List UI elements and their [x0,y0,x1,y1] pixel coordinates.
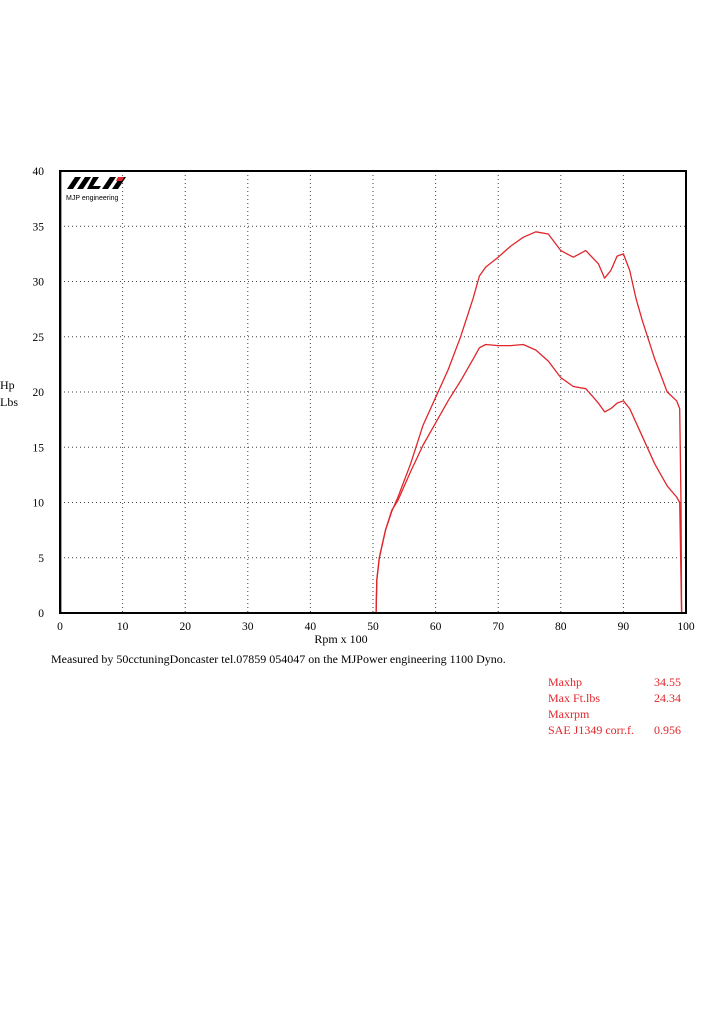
y-tick-label: 40 [33,166,45,178]
mjp-logo: MJP engineering [66,177,126,202]
logo-stripe [87,177,101,189]
y-tick-label: 15 [33,442,45,454]
logo-stripe [67,177,81,189]
y-tick-labels: 0 5 10 15 20 25 30 35 40 [33,166,45,620]
x-tick-label: 0 [57,621,63,633]
y-axis-title-hp: Hp [0,378,15,392]
x-tick-label: 90 [618,621,630,633]
stat-label: Maxhp [548,675,582,689]
measurement-note: Measured by 50cctuningDoncaster tel.0785… [51,652,506,666]
stat-value: 24.34 [654,691,681,705]
x-tick-label: 10 [117,621,129,633]
x-tick-label: 40 [305,621,317,633]
y-axis-title-lbs: Lbs [0,395,18,409]
x-tick-label: 100 [677,621,695,633]
logo-accent [116,177,124,181]
x-tick-label: 50 [367,621,379,633]
x-tick-label: 60 [430,621,442,633]
dyno-chart: 0 10 20 30 40 50 60 70 80 90 100 0510152025303540 … [0,166,695,646]
x-tick-label: 30 [242,621,254,633]
x-tick-label: 80 [555,621,567,633]
x-axis-title: Rpm x 100 [314,632,367,646]
stat-value: 34.55 [654,675,681,689]
y-tick-label: 5 [38,553,44,565]
grid-lines [60,171,686,613]
stat-label: Max Ft.lbs [548,691,601,705]
stat-value: 0.956 [654,723,681,737]
y-tick-label: 35 [33,221,45,233]
y-tick-label: 25 [33,332,45,344]
x-tick-label: 70 [492,621,504,633]
logo-name: MJP engineering [66,195,119,202]
stat-label: SAE J1349 corr.f. [548,723,634,737]
logo-stripe [77,177,91,189]
logo-stripe [102,177,116,189]
stat-label: Maxrpm [548,707,590,721]
torque-curve [60,343,686,614]
y-tick-label: 20 [33,387,45,399]
y-tick-label: 0 [38,608,44,620]
plot-frame [59,170,687,614]
x-tick-label: 20 [179,621,191,633]
y-tick-label: 30 [33,277,45,289]
x-tick-labels: 0 10 20 30 40 50 60 70 80 90 100 [57,621,695,633]
y-tick-label: 10 [33,498,45,510]
horsepower-curve [60,231,686,614]
